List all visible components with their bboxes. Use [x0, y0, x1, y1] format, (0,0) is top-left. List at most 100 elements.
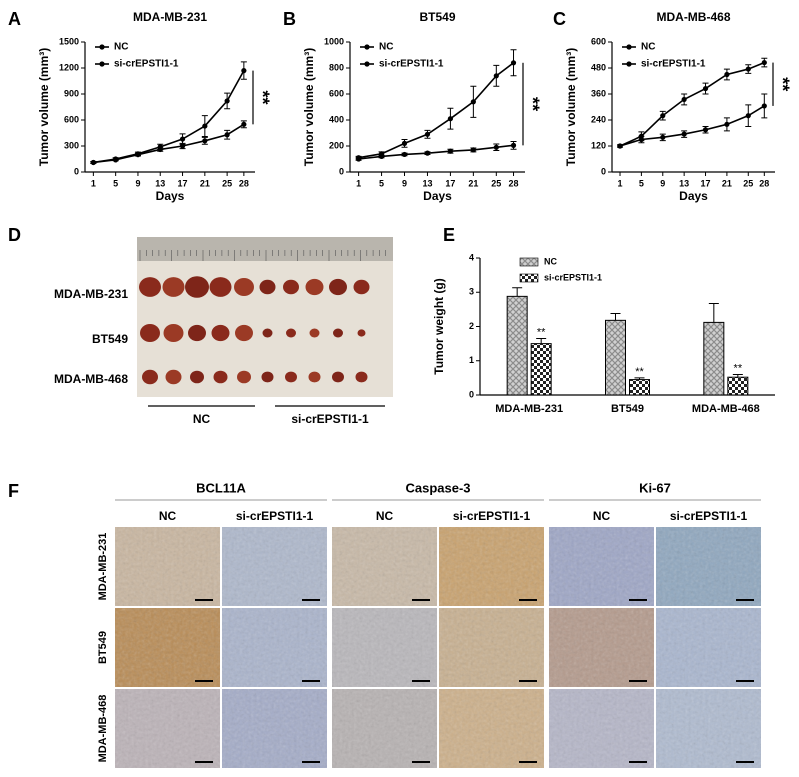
legend-marker [364, 61, 370, 67]
marker [745, 66, 751, 72]
marker [157, 146, 163, 153]
x-tick-label: 5 [639, 178, 644, 188]
x-tick-label: BT549 [611, 403, 644, 415]
ihc-texture [115, 608, 220, 687]
marker [135, 152, 141, 158]
tumor [353, 279, 370, 295]
legend-label: NC [641, 42, 655, 53]
y-tick-label: 3 [469, 287, 474, 297]
y-axis-label: Tumor weight (g) [432, 278, 446, 374]
tumor [162, 277, 185, 297]
marker [681, 131, 687, 137]
marker-label: BCL11A [196, 480, 246, 495]
x-tick-label: 25 [222, 178, 232, 188]
x-tick-label: 28 [509, 178, 519, 188]
ihc-group-label: NC [159, 509, 177, 523]
ihc-texture [656, 527, 761, 606]
marker [617, 143, 623, 149]
photo-row-label: BT549 [92, 332, 128, 346]
photo-row-label: MDA-MB-468 [54, 372, 128, 386]
tumor [329, 278, 347, 296]
significance: ** [772, 77, 792, 91]
ihc-texture [115, 527, 220, 606]
tumor [259, 279, 276, 295]
significance: ** [252, 90, 272, 104]
legend-label: si-crEPSTI1-1 [641, 59, 706, 70]
panel-letter: D [8, 225, 21, 245]
tumor [286, 328, 296, 338]
x-tick-label: 25 [491, 178, 501, 188]
marker [470, 99, 476, 105]
marker [702, 127, 709, 133]
tumor [305, 278, 324, 296]
marker [113, 157, 119, 163]
marker-label: Caspase-3 [405, 480, 470, 495]
tumor [237, 370, 251, 384]
marker [447, 148, 454, 154]
y-tick-label: 0 [339, 166, 344, 176]
y-tick-label: 200 [329, 140, 344, 150]
marker [224, 132, 230, 138]
marker [447, 116, 454, 122]
y-tick-label: 400 [329, 114, 344, 124]
marker [510, 142, 517, 148]
x-axis-label: Days [679, 189, 708, 203]
line [619, 105, 765, 147]
legend-label: si-crEPSTI1-1 [544, 272, 602, 282]
x-axis-label: Days [423, 189, 452, 203]
y-axis-label: Tumor volume (mm³) [302, 48, 316, 166]
ihc-group-label: si-crEPSTI1-1 [236, 509, 314, 523]
x-axis-label: Days [156, 189, 185, 203]
ihc-group-label: NC [376, 509, 394, 523]
x-tick-label: 1 [618, 178, 623, 188]
tumor [209, 277, 232, 297]
tumor [190, 370, 204, 384]
marker [356, 156, 362, 162]
y-tick-label: 120 [591, 140, 606, 150]
significance: ** [537, 326, 546, 338]
tumor [333, 328, 343, 338]
y-tick-label: 2 [469, 321, 474, 331]
legend-marker [364, 44, 370, 50]
x-tick-label: 17 [178, 178, 188, 188]
tumor [234, 278, 254, 296]
tumor [163, 324, 184, 342]
ihc-texture [439, 608, 544, 687]
legend-marker [626, 44, 632, 50]
marker [745, 113, 751, 119]
bar [629, 379, 650, 396]
x-tick-label: 13 [679, 178, 689, 188]
significance: ** [734, 362, 743, 374]
tumor [211, 324, 230, 342]
photo-bg [137, 237, 393, 397]
marker [179, 136, 186, 142]
marker [660, 113, 666, 119]
bar [530, 343, 552, 396]
x-tick-label: 25 [743, 178, 753, 188]
bar [605, 319, 626, 396]
tumor [285, 371, 297, 383]
legend-label: NC [544, 256, 557, 266]
tumor [165, 369, 182, 385]
ihc-texture [439, 689, 544, 768]
x-tick-label: 21 [200, 178, 210, 188]
photo-group-label: NC [193, 412, 211, 426]
line [358, 144, 514, 160]
line [619, 61, 765, 147]
x-tick-label: MDA-MB-468 [692, 403, 760, 415]
chart-title: BT549 [419, 10, 455, 24]
marker [202, 123, 208, 129]
y-tick-label: 800 [329, 62, 344, 72]
error-bar [732, 373, 743, 378]
y-axis-label: Tumor volume (mm³) [37, 48, 51, 166]
marker [470, 147, 476, 153]
tumor [185, 276, 209, 298]
y-tick-label: 1 [469, 355, 474, 365]
ihc-group-label: si-crEPSTI1-1 [453, 509, 531, 523]
y-tick-label: 360 [591, 88, 606, 98]
x-tick-label: MDA-MB-231 [495, 403, 563, 415]
y-axis-label: Tumor volume (mm³) [564, 48, 578, 166]
y-tick-label: 4 [469, 252, 474, 262]
bar [727, 376, 749, 396]
